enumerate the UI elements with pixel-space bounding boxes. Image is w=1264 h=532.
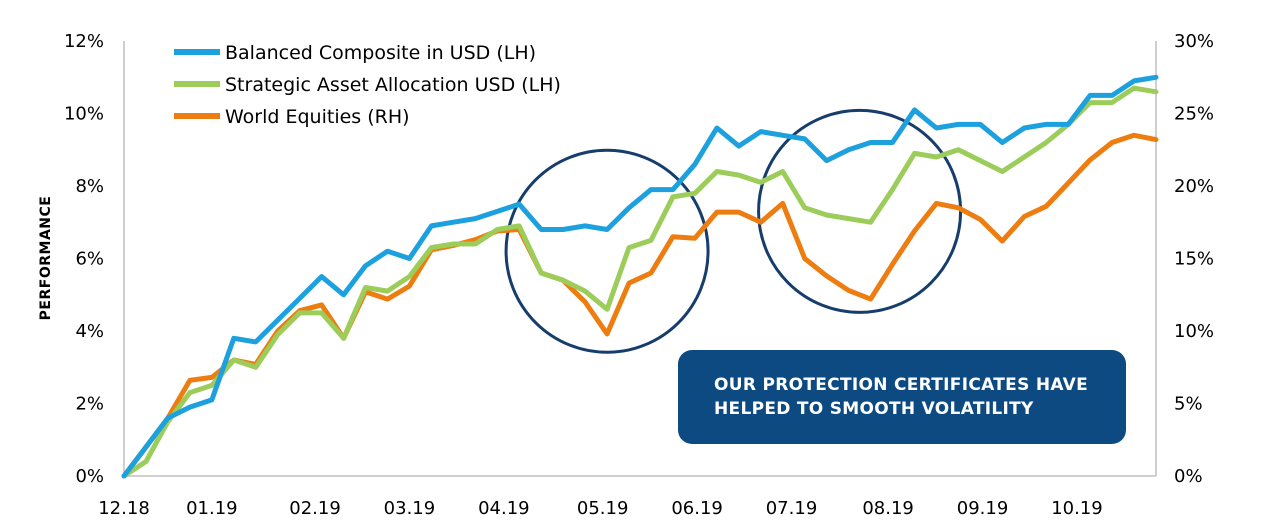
y-right-tick-label: 30% — [1174, 31, 1214, 52]
series-line-strategic-asset-allocation — [121, 85, 1159, 479]
y-right-tick-label: 20% — [1174, 176, 1214, 197]
y-right-tick-label: 25% — [1174, 104, 1214, 125]
y-left-tick-label: 8% — [75, 176, 104, 197]
x-tick-label: 09.19 — [957, 498, 1009, 519]
callout-line-1: OUR PROTECTION CERTIFICATES HAVE — [714, 375, 1089, 395]
y-right-tick-label: 0% — [1174, 466, 1203, 487]
legend-entry: Balanced Composite in USD (LH) — [225, 42, 536, 64]
x-tick-label: 07.19 — [766, 498, 818, 519]
y-left-tick-label: 2% — [75, 394, 104, 415]
y-right-tick-label: 5% — [1174, 394, 1203, 415]
series-line-balanced-composite — [121, 74, 1159, 479]
legend-entry: World Equities (RH) — [225, 106, 410, 128]
callout-line-2: HELPED TO SMOOTH VOLATILITY — [714, 399, 1034, 419]
y-left-tick-label: 10% — [64, 104, 104, 125]
x-tick-label: 10.19 — [1051, 498, 1103, 519]
x-tick-label: 01.19 — [186, 498, 238, 519]
x-tick-label: 08.19 — [862, 498, 914, 519]
callout-box: OUR PROTECTION CERTIFICATES HAVE HELPED … — [678, 350, 1126, 444]
x-tick-label: 06.19 — [671, 498, 723, 519]
x-tick-label: 03.19 — [384, 498, 436, 519]
y-left-tick-label: 4% — [75, 321, 104, 342]
legend-entry: Strategic Asset Allocation USD (LH) — [225, 74, 561, 96]
y-right-tick-label: 15% — [1174, 249, 1214, 270]
y-axis-label: PERFORMANCE — [38, 196, 54, 321]
y-right-tick-label: 10% — [1174, 321, 1214, 342]
y-left-tick-label: 6% — [75, 249, 104, 270]
y-left-tick-label: 0% — [75, 466, 104, 487]
highlight-circle-may — [504, 148, 710, 354]
x-tick-label: 12.18 — [98, 498, 150, 519]
x-tick-label: 02.19 — [289, 498, 341, 519]
y-left-tick-label: 12% — [64, 31, 104, 52]
x-tick-label: 05.19 — [577, 498, 629, 519]
x-tick-label: 04.19 — [478, 498, 530, 519]
